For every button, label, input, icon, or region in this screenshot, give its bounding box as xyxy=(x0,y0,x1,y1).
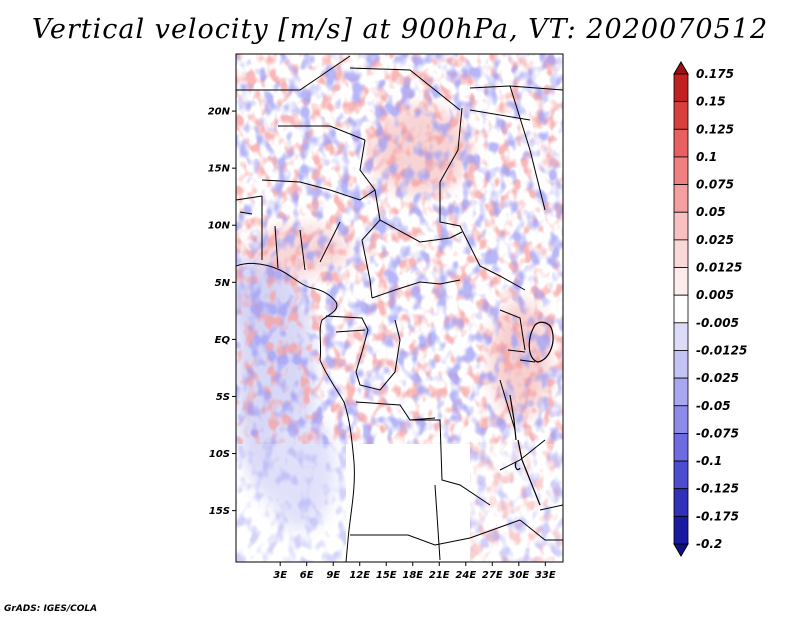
lat-tick-label: 10N xyxy=(208,221,231,232)
colorbar-segment xyxy=(673,433,689,462)
lon-tick-label: 33E xyxy=(535,570,556,581)
colorbar-label: 0.05 xyxy=(696,205,726,219)
colorbar-segment xyxy=(673,405,689,434)
colorbar-label: 0.175 xyxy=(696,67,734,81)
lon-tick-label: 27E xyxy=(482,570,503,581)
colorbar-label: -0.005 xyxy=(696,316,739,330)
colorbar-segment xyxy=(673,184,689,213)
colorbar-segment xyxy=(673,515,689,545)
colorbar-label: -0.0125 xyxy=(696,343,747,357)
colorbar-label: 0.15 xyxy=(696,95,726,109)
lat-tick-label: 15S xyxy=(209,506,230,517)
lon-tick-label: 18E xyxy=(402,570,423,581)
lon-tick-label: 6E xyxy=(300,570,314,581)
lon-tick-label: 3E xyxy=(273,570,287,581)
colorbar-label: 0.075 xyxy=(696,178,734,192)
colorbar-segment xyxy=(673,101,689,130)
colorbar-label: 0.025 xyxy=(696,233,734,247)
lon-tick-label: 15E xyxy=(376,570,397,581)
colorbar-segment xyxy=(673,239,689,268)
lat-tick-label: 15N xyxy=(208,164,231,175)
colorbar-segment xyxy=(673,73,689,103)
colorbar-label: 0.1 xyxy=(696,150,717,164)
colorbar-label: 0.125 xyxy=(696,122,734,136)
lat-tick-label: 5N xyxy=(215,278,231,289)
colorbar-segment xyxy=(673,350,689,379)
velocity-field xyxy=(236,54,563,562)
colorbar-segment xyxy=(673,156,689,185)
colorbar-top-arrow xyxy=(673,61,689,75)
lat-tick-label: 5S xyxy=(216,392,230,403)
colorbar-segment xyxy=(673,267,689,296)
colorbar-bottom-arrow xyxy=(673,543,689,557)
colorbar-segment xyxy=(673,211,689,241)
colorbar-segment xyxy=(673,460,689,490)
colorbar-segment xyxy=(673,488,689,517)
lon-tick-label: 24E xyxy=(455,570,476,581)
colorbar-label: -0.075 xyxy=(696,426,739,440)
lon-tick-label: 9E xyxy=(326,570,340,581)
latitude-axis: 20N 15N 10N 5N EQ 5S 10S 15S xyxy=(208,107,236,517)
lon-tick-label: 21E xyxy=(429,570,450,581)
colorbar: 0.175 0.15 0.125 0.1 0.075 0.05 0.025 0.0125 0.0… xyxy=(673,61,747,557)
colorbar-segment xyxy=(673,377,689,407)
colorbar-segment xyxy=(673,128,689,158)
colorbar-label: -0.2 xyxy=(696,537,722,551)
lat-tick-label: 10S xyxy=(209,449,230,460)
colorbar-label: -0.175 xyxy=(696,509,739,523)
colorbar-label: -0.125 xyxy=(696,482,739,496)
lon-tick-label: 30E xyxy=(508,570,529,581)
map-frame xyxy=(235,53,564,563)
colorbar-label: 0.005 xyxy=(696,288,734,302)
colorbar-label: -0.1 xyxy=(696,454,722,468)
colorbar-label: -0.025 xyxy=(696,371,739,385)
colorbar-segment xyxy=(673,294,689,324)
longitude-axis: 3E 6E 9E 12E 15E 18E 21E 24E 27E 30E 33E xyxy=(273,562,556,581)
colorbar-label: 0.0125 xyxy=(696,261,742,275)
lakes-coastline-east xyxy=(509,321,554,506)
chart-title: Vertical velocity [m/s] at 900hPa, VT: 2… xyxy=(31,14,769,45)
lat-tick-label: 20N xyxy=(208,107,231,118)
grads-credit: GrADS: IGES/COLA xyxy=(4,604,98,614)
lon-tick-label: 12E xyxy=(349,570,370,581)
lat-tick-label: EQ xyxy=(215,335,231,346)
country-borders xyxy=(236,55,563,562)
colorbar-segment xyxy=(673,322,689,351)
colorbar-label: -0.05 xyxy=(696,399,731,413)
